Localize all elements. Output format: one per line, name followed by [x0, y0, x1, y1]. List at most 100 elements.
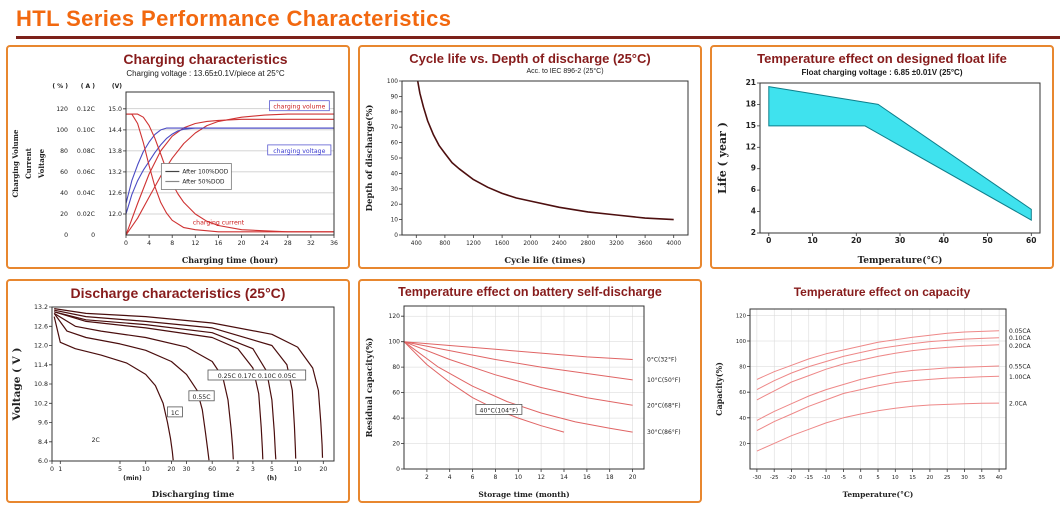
charging-characteristics-svg: 0 4 8 12 16 20 24 28 32 36 Charging time (hour) 12.… — [11, 83, 338, 265]
chart-subtitle: Acc. to IEC 896-2 (25°C) — [526, 68, 604, 76]
svg-text:11.4: 11.4 — [34, 362, 48, 369]
svg-text:-25: -25 — [770, 475, 779, 481]
svg-text:Temperature(°C): Temperature(°C) — [843, 490, 914, 499]
svg-text:0.08C: 0.08C — [77, 148, 95, 155]
svg-text:10.8: 10.8 — [34, 381, 48, 388]
self-discharge-chart: 2 4 6 8 10 12 14 16 18 20 Storage time (month) 0 20 4… — [360, 300, 700, 501]
svg-text:0.06C: 0.06C — [77, 169, 95, 176]
charging-characteristics-chart: 0 4 8 12 16 20 24 28 32 36 Charging time (hour) 12.… — [8, 78, 348, 267]
svg-text:2: 2 — [236, 466, 240, 473]
svg-text:0.55CA: 0.55CA — [1009, 364, 1032, 371]
svg-text:Voltage ( V ): Voltage ( V ) — [11, 348, 23, 422]
svg-text:0.10CA: 0.10CA — [1009, 335, 1032, 342]
svg-text:-15: -15 — [804, 475, 813, 481]
svg-text:( % ): ( % ) — [52, 83, 68, 90]
svg-text:20: 20 — [629, 474, 637, 481]
svg-text:100: 100 — [389, 338, 401, 345]
svg-text:0.05CA: 0.05CA — [1009, 328, 1032, 335]
temperature-effect-on-capacity-svg: -30 -25 -20 -15 -10 -5 0 5 10 15 20 25 30 35 40 Tempera… — [714, 308, 1032, 499]
svg-text:Discharging time: Discharging time — [152, 490, 235, 500]
svg-text:400: 400 — [411, 241, 422, 247]
svg-text:20: 20 — [60, 211, 68, 218]
svg-text:100: 100 — [736, 339, 747, 345]
svg-text:20: 20 — [927, 475, 934, 481]
svg-text:charging current: charging current — [193, 220, 245, 227]
svg-text:100: 100 — [387, 79, 398, 85]
svg-text:24: 24 — [261, 240, 269, 247]
svg-text:6.0: 6.0 — [38, 458, 48, 465]
svg-text:10: 10 — [892, 475, 899, 481]
svg-text:30°C(86°F): 30°C(86°F) — [647, 429, 681, 436]
svg-text:14: 14 — [560, 474, 568, 481]
svg-text:0: 0 — [91, 232, 95, 239]
cycle-life-panel: Cycle life vs. Depth of discharge (25°C)… — [358, 45, 702, 269]
svg-text:100: 100 — [56, 127, 68, 134]
svg-text:-20: -20 — [787, 475, 796, 481]
chart-title: Temperature effect on designed float lif… — [757, 51, 1007, 66]
svg-text:Current: Current — [24, 148, 33, 180]
svg-text:25: 25 — [944, 475, 951, 481]
svg-text:12: 12 — [191, 240, 199, 247]
page-title: HTL Series Performance Characteristics — [16, 6, 452, 31]
svg-text:0: 0 — [50, 466, 54, 473]
svg-text:6: 6 — [751, 185, 756, 194]
svg-text:10.2: 10.2 — [34, 401, 48, 408]
svg-text:40: 40 — [996, 475, 1003, 481]
svg-text:0.20CA: 0.20CA — [1009, 343, 1032, 350]
svg-text:40: 40 — [392, 415, 400, 422]
chart-title: Discharge characteristics (25°C) — [70, 285, 286, 301]
svg-text:10: 10 — [294, 466, 302, 473]
svg-text:16: 16 — [215, 240, 223, 247]
svg-text:10: 10 — [807, 236, 817, 245]
svg-text:0.10C: 0.10C — [77, 127, 95, 134]
svg-text:1: 1 — [58, 466, 62, 473]
svg-text:20: 20 — [392, 440, 400, 447]
svg-text:charging voltage: charging voltage — [273, 148, 325, 155]
svg-text:28: 28 — [284, 240, 292, 247]
svg-text:4: 4 — [147, 240, 151, 247]
charging-characteristics-panel: Charging characteristics Charging voltag… — [6, 45, 350, 269]
svg-text:40: 40 — [60, 190, 68, 197]
capacity-chart: -30 -25 -20 -15 -10 -5 0 5 10 15 20 25 30 35 40 Tempera… — [712, 299, 1052, 501]
svg-text:20: 20 — [851, 236, 861, 245]
svg-text:1200: 1200 — [466, 241, 481, 247]
cycle-life-chart: 400 800 1200 1600 2000 2400 2800 3200 3600 4000 Cy… — [360, 75, 700, 267]
svg-text:20: 20 — [319, 466, 327, 473]
svg-text:(h): (h) — [267, 475, 277, 482]
svg-text:10°C(50°F): 10°C(50°F) — [647, 377, 681, 384]
svg-text:12.6: 12.6 — [34, 324, 48, 331]
svg-text:( A ): ( A ) — [81, 83, 96, 90]
svg-text:18: 18 — [746, 100, 756, 109]
svg-text:80: 80 — [60, 148, 68, 155]
svg-text:0.04C: 0.04C — [77, 190, 95, 197]
svg-text:Cycle life (times): Cycle life (times) — [504, 255, 585, 266]
chart-title: Temperature effect on battery self-disch… — [398, 285, 662, 299]
svg-text:60: 60 — [739, 390, 746, 396]
svg-text:40: 40 — [739, 416, 746, 422]
svg-text:5: 5 — [270, 466, 274, 473]
svg-text:70: 70 — [391, 125, 399, 131]
svg-text:charging volume: charging volume — [273, 104, 325, 111]
svg-text:20: 20 — [238, 240, 246, 247]
float-life-panel: Temperature effect on designed float lif… — [710, 45, 1054, 269]
self-discharge-panel: Temperature effect on battery self-disch… — [358, 279, 702, 503]
svg-text:40°C(104°F): 40°C(104°F) — [480, 406, 519, 414]
discharge-characteristics-panel: Discharge characteristics (25°C) 0 1 5 10 20… — [6, 279, 350, 503]
svg-text:800: 800 — [439, 241, 450, 247]
svg-text:0: 0 — [766, 236, 771, 245]
svg-text:40: 40 — [391, 172, 399, 178]
svg-text:13.2: 13.2 — [34, 304, 48, 311]
svg-text:12: 12 — [537, 474, 545, 481]
temperature-effect-on-battery-self-discharge-svg: 2 4 6 8 10 12 14 16 18 20 Storage time (month) 0 20 4… — [364, 305, 681, 499]
svg-text:Residual capacity(%): Residual capacity(%) — [364, 337, 375, 437]
svg-text:2000: 2000 — [523, 241, 538, 247]
header-rule — [16, 36, 1060, 39]
svg-text:60: 60 — [208, 466, 216, 473]
svg-text:1600: 1600 — [495, 241, 510, 247]
svg-text:10: 10 — [142, 466, 150, 473]
svg-text:12.0: 12.0 — [108, 211, 122, 218]
svg-text:60: 60 — [391, 141, 399, 147]
svg-text:9: 9 — [751, 164, 756, 173]
svg-text:120: 120 — [389, 313, 401, 320]
page-header: HTL Series Performance Characteristics — [0, 0, 1060, 39]
